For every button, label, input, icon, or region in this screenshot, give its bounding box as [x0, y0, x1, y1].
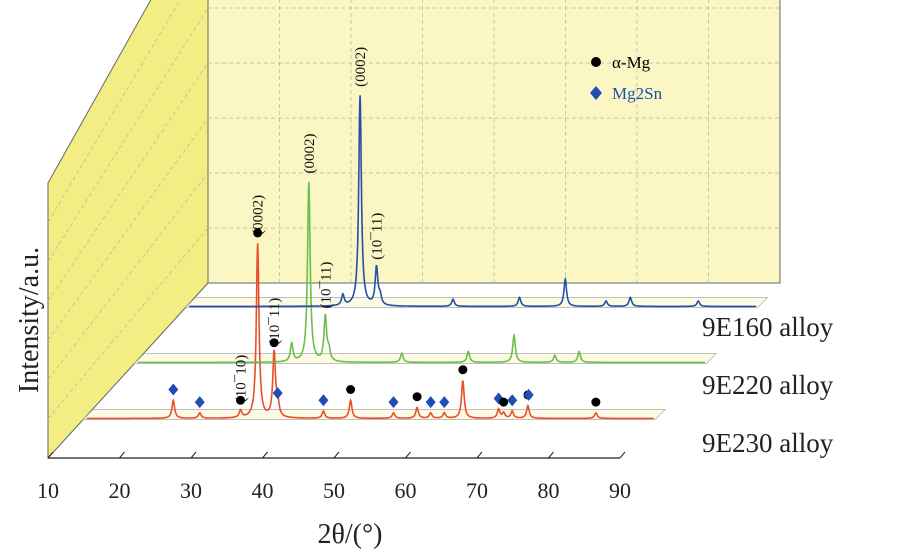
marker-alpha-mg — [458, 365, 468, 375]
x-tick-label: 10 — [37, 478, 59, 503]
marker-mg2sn — [507, 394, 518, 407]
legend-mg2sn-marker — [590, 86, 602, 100]
x-axis-title: 2θ/(°) — [317, 519, 382, 550]
marker-mg2sn — [388, 396, 399, 409]
x-tick — [119, 451, 125, 459]
x-tick-label: 70 — [466, 478, 488, 503]
annotation-2-1: (10¯11) — [370, 213, 386, 260]
legend-mg2sn-label: Mg2Sn — [612, 84, 663, 103]
x-tick — [405, 451, 411, 459]
annotation-0-2: (10¯10) — [234, 355, 250, 403]
x-tick — [476, 451, 483, 459]
series-labels: 9E230 alloy 9E220 alloy 9E160 alloy — [702, 312, 834, 458]
phase-markers — [168, 228, 601, 409]
x-tick-label: 90 — [609, 478, 631, 503]
marker-mg2sn — [439, 396, 450, 409]
x-tick-label: 80 — [538, 478, 560, 503]
chart-walls — [47, 0, 781, 460]
left-grid-h — [47, 117, 209, 341]
x-tick-label: 40 — [252, 478, 274, 503]
y-axis-title: Intensity/a.u. — [14, 247, 45, 393]
marker-mg2sn — [272, 387, 283, 400]
left-grid-h — [47, 0, 181, 223]
x-tick — [47, 451, 54, 459]
x-tick — [548, 451, 554, 459]
marker-alpha-mg — [499, 397, 509, 407]
marker-alpha-mg — [412, 392, 422, 402]
left-grid-h — [47, 7, 209, 262]
annotation-1-0: (0002) — [302, 134, 318, 174]
chart-grid — [47, 0, 780, 419]
x-tick-label: 50 — [323, 478, 345, 503]
series-line-0 — [86, 243, 654, 420]
x-tick-label: 20 — [109, 478, 131, 503]
annotation-1-1: (10¯11) — [318, 262, 334, 309]
x-tick-label: 60 — [395, 478, 417, 503]
marker-alpha-mg — [591, 397, 601, 407]
legend-alpha-mg-label: α-Mg — [612, 53, 651, 72]
series-label-2: 9E160 alloy — [702, 312, 834, 342]
marker-alpha-mg — [346, 385, 356, 394]
marker-mg2sn — [194, 396, 205, 409]
annotation-2-0: (0002) — [353, 47, 369, 87]
marker-mg2sn — [168, 383, 179, 396]
series-line-2 — [189, 95, 757, 308]
left-grid-h — [47, 172, 209, 380]
x-tick — [190, 451, 197, 459]
chart-traces — [86, 95, 757, 420]
marker-mg2sn — [425, 396, 436, 409]
annotation-0-0: (0002) — [251, 195, 267, 235]
marker-mg2sn — [318, 394, 329, 407]
marker-alpha-mg — [253, 228, 263, 238]
x-axis: 10 20 30 40 50 60 70 80 90 — [37, 451, 631, 503]
left-grid-h — [47, 62, 209, 302]
marker-alpha-mg — [269, 338, 279, 348]
series-label-0: 9E230 alloy — [702, 428, 834, 458]
annotation-0-1: (10¯11) — [267, 298, 283, 345]
legend-alpha-mg-marker — [591, 57, 601, 67]
x-tick — [262, 451, 268, 459]
x-tick — [333, 451, 340, 459]
x-tick-label: 30 — [180, 478, 202, 503]
series-label-1: 9E220 alloy — [702, 370, 834, 400]
marker-mg2sn — [523, 388, 534, 401]
series-line-1 — [138, 181, 705, 364]
chart-floors — [82, 297, 769, 420]
peak-annotations: (0002) (10¯11) (10¯10) (0002) (10¯11) (0002) (… — [234, 47, 386, 402]
marker-alpha-mg — [236, 395, 245, 405]
legend: α-Mg Mg2Sn — [590, 53, 663, 103]
x-tick — [619, 451, 626, 459]
